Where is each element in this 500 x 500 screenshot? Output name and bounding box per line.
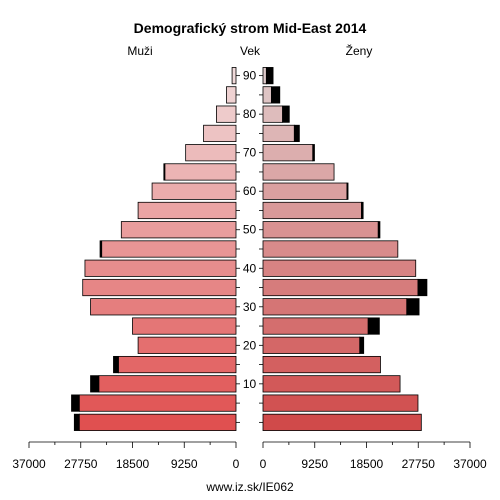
x-axis-left-label: 0 bbox=[233, 457, 240, 471]
age-label: 80 bbox=[243, 107, 257, 121]
x-axis-right: 0 9250 18500 27750 37000 bbox=[260, 441, 487, 471]
bar-women-10-14 bbox=[262, 375, 401, 393]
bar-men-55-59 bbox=[137, 201, 237, 220]
bar-men-0-4 bbox=[78, 413, 237, 431]
x-axis-left: 37000 27750 18500 9250 0 bbox=[12, 441, 240, 471]
bar-men-10-14 bbox=[98, 375, 237, 393]
age-label: 90 bbox=[243, 69, 257, 83]
bar-men-90-94 bbox=[231, 67, 237, 85]
bars-group bbox=[71, 67, 428, 431]
left-label-men: Muži bbox=[127, 44, 152, 58]
age-label: 30 bbox=[243, 300, 257, 314]
bar-women-accent-25-29 bbox=[367, 317, 380, 335]
age-label: 70 bbox=[243, 146, 257, 160]
bar-women-accent-70-74 bbox=[312, 144, 315, 162]
bar-women-45-49 bbox=[262, 240, 399, 258]
age-axis: 90 80 70 60 50 40 30 20 10 bbox=[236, 69, 263, 423]
age-label: 20 bbox=[243, 338, 257, 352]
bar-women-accent-85-89 bbox=[270, 86, 281, 104]
bar-men-accent-15-19 bbox=[113, 355, 119, 374]
age-label: 50 bbox=[243, 223, 257, 237]
bar-men-45-49 bbox=[101, 240, 237, 258]
right-label-women: Ženy bbox=[346, 43, 373, 58]
bar-women-accent-75-79 bbox=[293, 124, 300, 143]
bar-women-accent-50-54 bbox=[377, 221, 381, 239]
bar-men-50-54 bbox=[120, 221, 237, 239]
bar-women-accent-80-84 bbox=[282, 105, 290, 123]
bar-women-30-34 bbox=[262, 298, 408, 316]
bar-women-35-39 bbox=[262, 278, 419, 297]
chart-title: Demografický strom Mid-East 2014 bbox=[134, 20, 367, 36]
bar-men-30-34 bbox=[90, 298, 237, 316]
bar-men-25-29 bbox=[132, 317, 237, 335]
x-axis-left-label: 37000 bbox=[12, 457, 46, 471]
x-axis-right-label: 9250 bbox=[301, 457, 328, 471]
bar-men-75-79 bbox=[203, 124, 237, 143]
bar-men-5-9 bbox=[78, 394, 237, 412]
center-label-age: Vek bbox=[240, 44, 261, 58]
x-axis-left-label: 18500 bbox=[116, 457, 150, 471]
bar-women-5-9 bbox=[262, 394, 419, 412]
bar-women-50-54 bbox=[262, 221, 379, 239]
bar-women-accent-90-94 bbox=[265, 67, 274, 85]
bar-men-80-84 bbox=[216, 105, 237, 123]
bar-men-60-64 bbox=[151, 182, 237, 200]
x-axis-right-label: 18500 bbox=[350, 457, 384, 471]
bar-women-70-74 bbox=[262, 144, 314, 162]
bar-men-40-44 bbox=[84, 259, 237, 277]
x-axis-right-label: 27750 bbox=[402, 457, 436, 471]
bar-men-20-24 bbox=[137, 336, 237, 354]
bar-women-80-84 bbox=[262, 105, 283, 123]
x-axis-right-label: 0 bbox=[260, 457, 267, 471]
bar-women-65-69 bbox=[262, 163, 335, 181]
footer-url: www.iz.sk/IE062 bbox=[205, 480, 294, 494]
age-label: 40 bbox=[243, 261, 257, 275]
bar-women-40-44 bbox=[262, 259, 417, 277]
bar-women-15-19 bbox=[262, 355, 381, 374]
x-axis-left-label: 9250 bbox=[171, 457, 198, 471]
age-label: 10 bbox=[243, 377, 257, 391]
bar-women-accent-35-39 bbox=[417, 278, 428, 297]
bar-women-accent-60-64 bbox=[346, 182, 349, 200]
bar-men-accent-10-14 bbox=[90, 375, 100, 393]
bar-women-20-24 bbox=[262, 336, 361, 354]
bar-women-55-59 bbox=[262, 201, 362, 220]
bar-women-accent-55-59 bbox=[361, 201, 364, 220]
bar-men-70-74 bbox=[185, 144, 237, 162]
bar-men-accent-5-9 bbox=[71, 394, 80, 412]
bar-men-15-19 bbox=[118, 355, 237, 374]
bar-women-75-79 bbox=[262, 124, 295, 143]
bar-women-accent-30-34 bbox=[406, 298, 420, 316]
bar-men-65-69 bbox=[164, 163, 237, 181]
bar-women-25-29 bbox=[262, 317, 369, 335]
bar-women-90-94 bbox=[262, 67, 267, 85]
bar-men-85-89 bbox=[226, 86, 237, 104]
bar-women-accent-20-24 bbox=[359, 336, 365, 354]
bar-men-35-39 bbox=[82, 278, 237, 297]
x-axis-right-label: 37000 bbox=[453, 457, 487, 471]
age-label: 60 bbox=[243, 184, 257, 198]
bar-women-85-89 bbox=[262, 86, 272, 104]
bar-women-0-4 bbox=[262, 413, 422, 431]
bar-men-accent-0-4 bbox=[73, 413, 80, 431]
bar-women-60-64 bbox=[262, 182, 348, 200]
x-axis-left-label: 27750 bbox=[64, 457, 98, 471]
